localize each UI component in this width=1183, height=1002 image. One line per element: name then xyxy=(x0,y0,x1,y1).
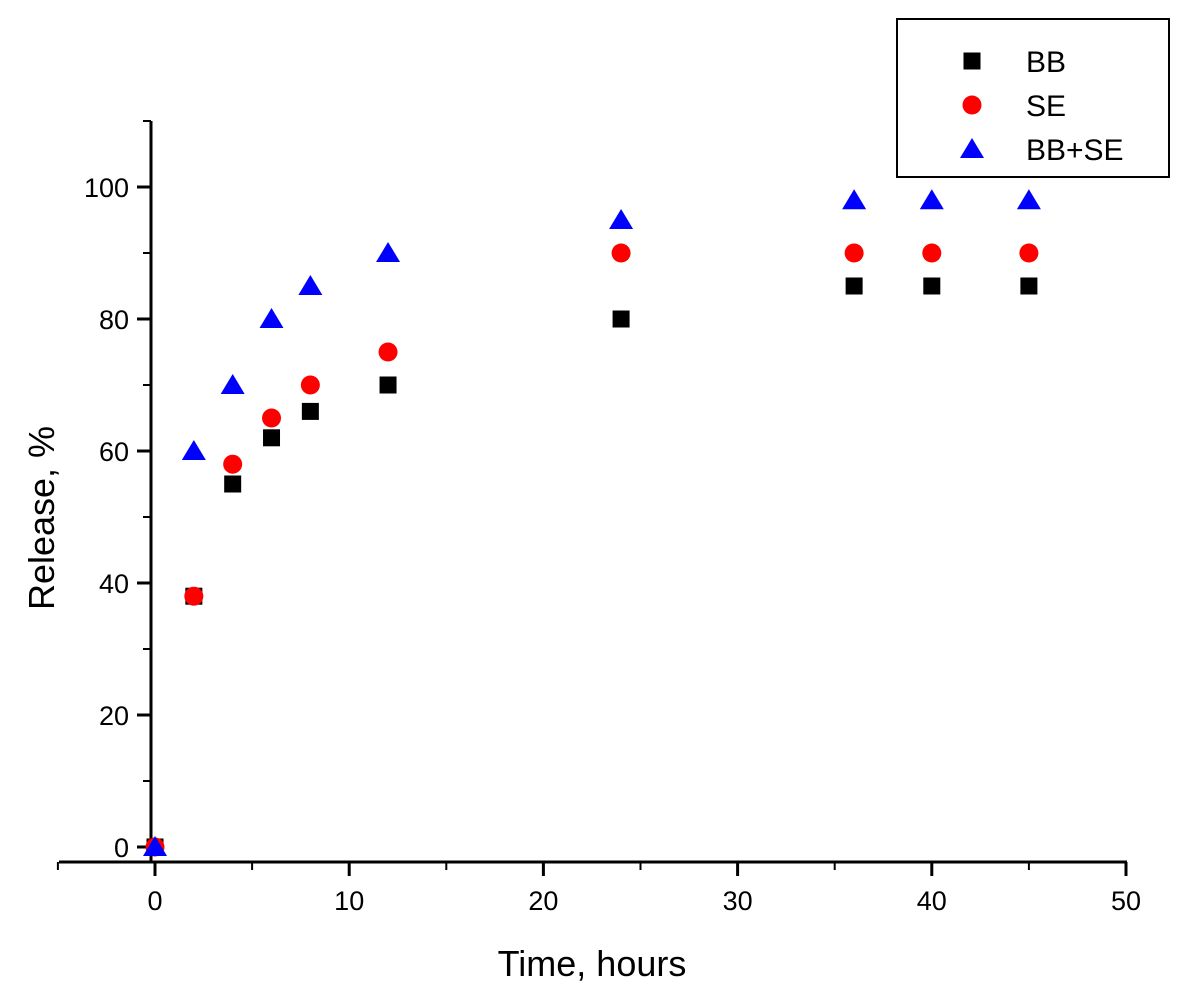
legend-marker xyxy=(963,52,981,70)
y-axis-title: Release, % xyxy=(21,426,62,610)
data-point xyxy=(609,209,634,229)
x-tick-label: 10 xyxy=(334,886,364,916)
data-point xyxy=(259,308,284,328)
data-point xyxy=(842,189,867,210)
x-tick-label: 0 xyxy=(147,886,162,916)
data-point xyxy=(300,375,320,395)
y-tick-label: 40 xyxy=(99,569,129,599)
data-point xyxy=(844,243,864,263)
data-point xyxy=(143,836,167,856)
data-point xyxy=(262,408,282,428)
series-se xyxy=(145,243,1039,857)
data-point xyxy=(379,376,397,394)
data-point xyxy=(376,242,401,262)
y-tick-label: 100 xyxy=(84,173,129,203)
data-point xyxy=(263,429,281,447)
y-tick-label: 20 xyxy=(99,701,129,731)
data-point xyxy=(611,243,631,263)
legend-marker xyxy=(960,138,984,158)
x-tick-label: 30 xyxy=(723,886,753,916)
data-point xyxy=(923,277,941,295)
y-tick-label: 60 xyxy=(99,437,129,467)
legend-label: SE xyxy=(1026,90,1066,123)
series-bb xyxy=(146,277,1038,856)
data-point xyxy=(922,243,942,263)
legend-box xyxy=(896,18,1170,178)
data-points xyxy=(143,189,1041,857)
x-tick-label: 20 xyxy=(528,886,558,916)
series-bb-se xyxy=(143,189,1041,856)
legend-marker xyxy=(962,95,982,115)
data-point xyxy=(298,275,323,295)
data-point xyxy=(223,454,243,474)
data-point xyxy=(224,475,242,493)
data-point xyxy=(1020,277,1038,295)
data-point xyxy=(919,189,944,210)
data-point xyxy=(184,586,204,606)
data-point xyxy=(1016,189,1041,210)
x-tick-label: 40 xyxy=(917,886,947,916)
data-point xyxy=(845,277,863,295)
legend-label: BB+SE xyxy=(1026,134,1124,167)
x-axis-title: Time, hours xyxy=(498,943,687,984)
data-point xyxy=(220,374,245,394)
x-tick-label: 50 xyxy=(1111,886,1141,916)
data-point xyxy=(181,440,206,460)
data-point xyxy=(612,310,630,328)
y-tick-label: 0 xyxy=(114,833,129,863)
legend: BB SE BB+SE xyxy=(896,18,1170,178)
data-point xyxy=(301,402,319,420)
axes xyxy=(59,121,1127,864)
data-point xyxy=(378,342,398,362)
legend-label: BB xyxy=(1026,46,1066,79)
axis-ticks: 0 10 20 30 40 50 0 20 40 60 80 100 xyxy=(56,120,1141,916)
data-point xyxy=(1019,243,1039,263)
y-tick-label: 80 xyxy=(99,305,129,335)
